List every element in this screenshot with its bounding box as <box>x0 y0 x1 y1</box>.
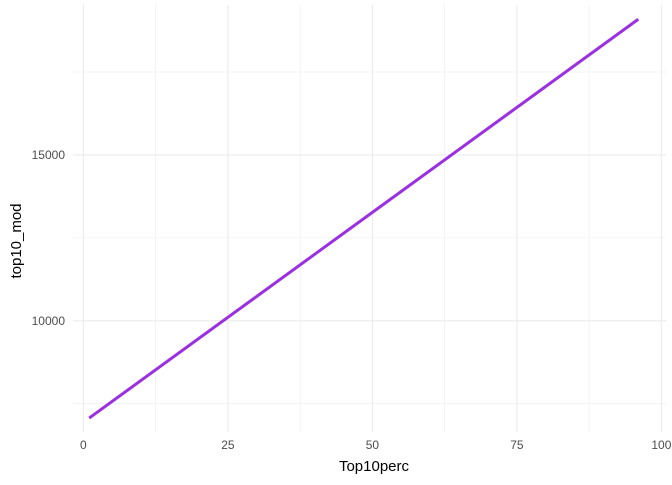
y-tick-label: 15000 <box>32 148 66 162</box>
y-tick-labels: 10000 15000 <box>32 148 66 328</box>
x-tick-label: 25 <box>221 438 235 452</box>
y-axis-title: top10_mod <box>8 203 25 278</box>
x-tick-label: 100 <box>651 438 671 452</box>
x-axis-title: Top10perc <box>339 458 410 475</box>
x-tick-labels: 0 25 50 75 100 <box>80 438 672 452</box>
x-tick-label: 0 <box>80 438 87 452</box>
major-gridlines <box>73 5 666 432</box>
x-tick-label: 75 <box>510 438 524 452</box>
series-line <box>88 18 640 420</box>
y-tick-label: 10000 <box>32 314 66 328</box>
series-layer <box>88 18 640 420</box>
minor-gridlines <box>73 5 666 432</box>
x-tick-label: 50 <box>366 438 380 452</box>
